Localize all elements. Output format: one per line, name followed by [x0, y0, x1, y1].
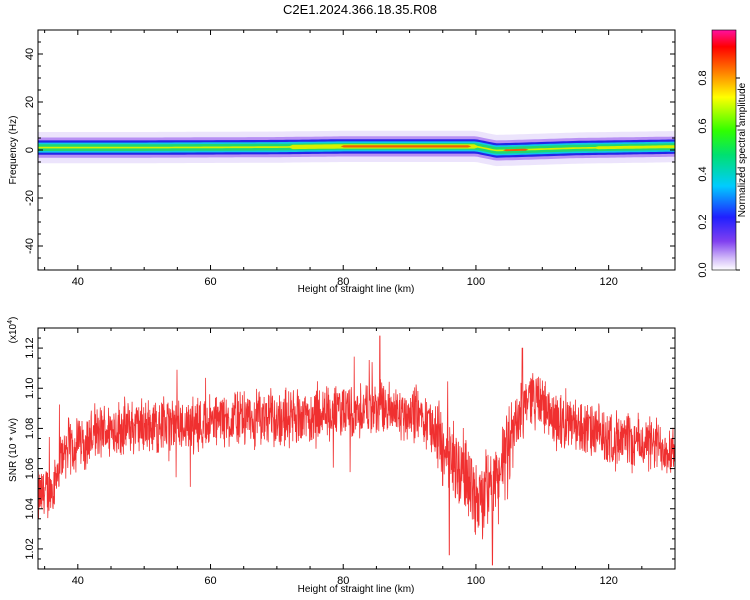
spectrogram-y-ticks: -40 -20 0 20 40	[24, 29, 675, 271]
snr-x-tick-label: 60	[204, 575, 216, 587]
spectrogram-panel: 40 60 80 100 120 -40 -20 0 20 40 Height of strai…	[8, 29, 676, 295]
colorbar-label: Normalized spectral amplitude	[737, 82, 748, 217]
snr-x-tick-label: 40	[72, 575, 84, 587]
spectrogram-x-tick-label: 80	[337, 276, 349, 288]
snr-x-tick-label: 80	[337, 575, 349, 587]
snr-scale-exponent: 4	[7, 320, 14, 324]
snr-y-axis-label: SNR (10 * v/v)	[8, 418, 19, 482]
colorbar: 0.0 0.2 0.4 0.6 0.8 Normalized spectral ampl…	[697, 29, 748, 278]
spectrogram-x-ticks: 40 60 80 100 120	[44, 30, 676, 288]
spectrogram-x-tick-label: 100	[467, 276, 485, 288]
snr-y-tick-label: 1.08	[24, 418, 36, 439]
snr-x-ticks: 40 60 80 100 120	[44, 328, 676, 587]
snr-scale-factor: (x104)	[7, 317, 19, 344]
spectrogram-y-axis-label: Frequency (Hz)	[8, 116, 19, 185]
colorbar-ticks: 0.0 0.2 0.4 0.6 0.8	[697, 70, 740, 278]
spectrogram-x-tick-label: 120	[599, 276, 617, 288]
figure-title: C2E1.2024.366.18.35.R08	[283, 2, 437, 17]
colorbar-tick-label: 0.2	[697, 214, 709, 229]
colorbar-tick-label: 0.0	[697, 262, 709, 277]
spectrogram-y-tick-label: -20	[24, 190, 36, 206]
snr-y-tick-label: 1.06	[24, 458, 36, 479]
snr-x-tick-label: 120	[599, 575, 617, 587]
svg-text:(x104): (x104)	[7, 317, 19, 344]
spectrogram-y-tick-label: 0	[24, 147, 36, 153]
snr-y-tick-label: 1.12	[24, 337, 36, 358]
spectrogram-x-axis-label: Height of straight line (km)	[298, 284, 415, 295]
snr-x-tick-label: 100	[467, 575, 485, 587]
colorbar-gradient	[711, 29, 737, 271]
spectrogram-y-tick-label: 40	[24, 48, 36, 60]
spectrogram-x-tick-label: 60	[204, 276, 216, 288]
snr-series-line	[38, 335, 675, 566]
snr-y-tick-label: 1.10	[24, 378, 36, 399]
colorbar-tick-label: 0.4	[697, 166, 709, 181]
colorbar-tick-label: 0.8	[697, 70, 709, 85]
snr-x-axis-label: Height of straight line (km)	[298, 584, 415, 595]
spectrogram-x-tick-label: 40	[72, 276, 84, 288]
snr-y-ticks: 1.02 1.04 1.06 1.08 1.10 1.12	[24, 327, 675, 570]
snr-y-tick-label: 1.02	[24, 538, 36, 559]
spectrogram-y-tick-label: 20	[24, 96, 36, 108]
spectrogram-y-tick-label: -40	[24, 238, 36, 254]
colorbar-tick-label: 0.6	[697, 118, 709, 133]
snr-panel: 40 60 80 100 120 1.02 1.04 1.06 1.08 1.10 1.12 He…	[7, 317, 676, 595]
band-red-peak	[38, 145, 675, 152]
snr-scale-prefix: (x10	[8, 323, 19, 343]
spectrogram-band	[38, 130, 675, 167]
snr-y-tick-label: 1.04	[24, 498, 36, 519]
